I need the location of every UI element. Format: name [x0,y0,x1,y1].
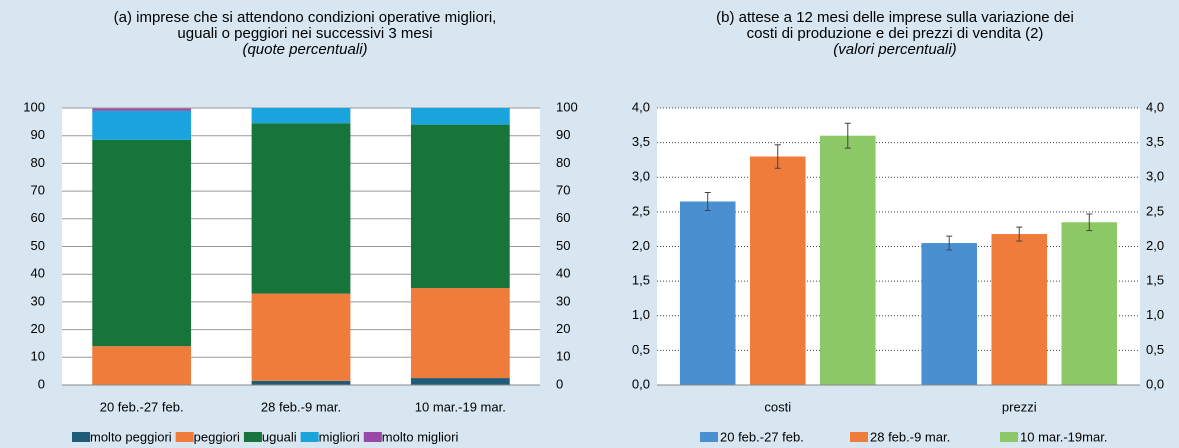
x-tick-label: 20 feb.-27 feb. [100,399,184,414]
y2-tick-label: 10 [556,349,570,364]
bar-segment [410,124,510,289]
chart-title: (b) attese a 12 mesi delle imprese sulla… [716,9,1074,26]
chart-title: uguali o peggiori nei successivi 3 mesi [177,25,432,42]
error-bar [1016,226,1023,242]
bar [679,201,736,385]
y2-tick-label: 100 [556,99,578,114]
chart-subtitle: (quote percentuali) [242,41,367,58]
legend-label: uguali [262,429,297,444]
legend-label: 20 feb.-27 feb. [720,429,804,444]
y2-tick-label: 70 [556,183,570,198]
y2-tick-label: 40 [556,266,570,281]
y2-tick-label: 0 [556,376,563,391]
legend-label: molto migliori [382,429,459,444]
legend-swatch [72,432,90,442]
legend-swatch [363,432,382,442]
y2-tick-label: 50 [556,238,570,253]
legend-swatch [700,432,718,442]
legend-swatch [175,432,194,442]
legend-swatch [243,432,262,442]
y2-tick-label: 2,5 [1146,203,1164,218]
y-tick-label: 0 [38,376,45,391]
legend-swatch [300,432,319,442]
y-tick-label: 1,0 [632,307,650,322]
y2-tick-label: 4,0 [1146,99,1164,114]
bar-segment [251,123,351,294]
y2-tick-label: 1,0 [1146,307,1164,322]
error-bar [946,235,953,251]
error-bar [704,191,711,211]
legend-label: 28 feb.-9 mar. [870,429,950,444]
y-tick-label: 0,0 [632,376,650,391]
bar [991,234,1048,385]
y-tick-label: 1,5 [632,273,650,288]
chart-title: (a) imprese che si attendono condizioni … [114,9,497,26]
x-tick-label: 28 feb.-9 mar. [261,399,341,414]
x-tick-label: costi [764,399,791,414]
y2-tick-label: 3,0 [1146,169,1164,184]
y-tick-label: 70 [31,183,45,198]
y-tick-label: 2,5 [632,203,650,218]
legend-label: 10 mar.-19mar. [1020,429,1107,444]
bar-segment [92,346,192,385]
y-tick-label: 90 [31,127,45,142]
bar-segment [251,380,351,385]
y2-tick-label: 1,5 [1146,273,1164,288]
y2-tick-label: 60 [556,210,570,225]
bar [749,156,806,385]
y-tick-label: 4,0 [632,99,650,114]
legend-label: molto peggiori [90,429,172,444]
y-tick-label: 40 [31,266,45,281]
bar-segment [92,139,192,347]
y-tick-label: 30 [31,293,45,308]
bar-segment [92,108,192,111]
chart-subtitle: (valori percentuali) [833,41,956,58]
y-tick-label: 100 [23,99,45,114]
error-bar [774,144,781,169]
y2-tick-label: 80 [556,155,570,170]
bar [921,243,977,385]
y-tick-label: 80 [31,155,45,170]
bar [820,135,876,385]
bar-segment [92,110,192,140]
y-tick-label: 50 [31,238,45,253]
y2-tick-label: 90 [556,127,570,142]
y-tick-label: 3,5 [632,134,650,149]
bar-segment [251,108,351,124]
y2-tick-label: 2,0 [1146,238,1164,253]
bar-segment [251,293,351,381]
y-tick-label: 60 [31,210,45,225]
x-tick-label: prezzi [1002,399,1037,414]
legend-label: peggiori [194,429,240,444]
error-bar [1086,213,1093,232]
chart-title: costi di produzione e dei prezzi di vend… [747,25,1044,42]
bar-segment [410,378,510,385]
legend-label: migliori [319,429,360,444]
y2-tick-label: 20 [556,321,570,336]
y2-tick-label: 3,5 [1146,134,1164,149]
bar [1061,222,1118,385]
y2-tick-label: 0,0 [1146,376,1164,391]
legend-swatch [850,432,868,442]
x-tick-label: 10 mar.-19 mar. [415,399,506,414]
y-tick-label: 20 [31,321,45,336]
y-tick-label: 3,0 [632,169,650,184]
y2-tick-label: 30 [556,293,570,308]
y2-tick-label: 0,5 [1146,342,1164,357]
y-tick-label: 0,5 [632,342,650,357]
error-bar [844,122,851,149]
legend-swatch [1000,432,1018,442]
bar-segment [410,288,510,379]
y-tick-label: 2,0 [632,238,650,253]
y-tick-label: 10 [31,349,45,364]
bar-segment [410,108,510,125]
